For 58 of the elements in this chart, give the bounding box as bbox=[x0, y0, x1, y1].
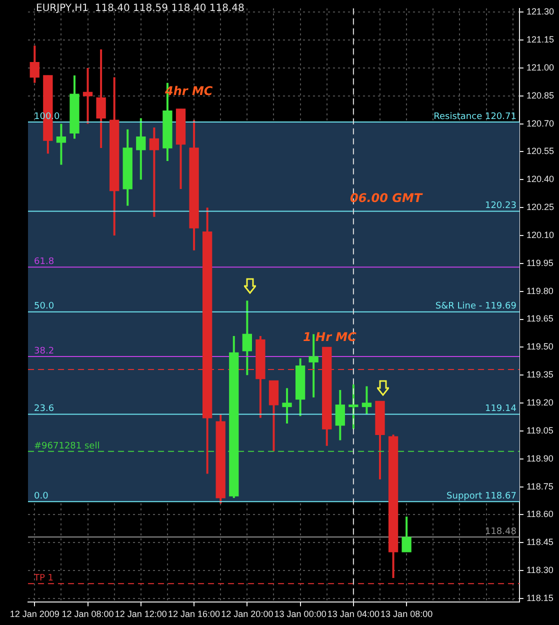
y-tick-label: 118.90 bbox=[526, 453, 554, 464]
annotation: 0.0 bbox=[34, 492, 49, 502]
y-tick-label: 118.15 bbox=[526, 592, 554, 603]
candlestick bbox=[242, 300, 252, 376]
candlestick bbox=[96, 48, 106, 150]
x-tick-label: 13 Jan 00:00 bbox=[274, 609, 326, 620]
y-tick-label: 119.35 bbox=[526, 370, 554, 380]
annotation: 06.00 GMT bbox=[350, 191, 423, 206]
candlestick bbox=[282, 387, 292, 424]
annotation: TP 1 bbox=[33, 573, 54, 584]
annotation: 23.6 bbox=[34, 404, 54, 414]
ref-line-label: Resistance 120.71 bbox=[434, 112, 516, 122]
candlestick bbox=[335, 388, 345, 442]
candlestick bbox=[82, 66, 93, 125]
y-tick-label: 118.30 bbox=[526, 565, 554, 576]
chart-title: EURJPY,H1 118.40 118.59 118.40 118.48 bbox=[36, 3, 244, 14]
x-tick-label: 12 Jan 12:00 bbox=[114, 609, 167, 620]
y-tick-label: 119.05 bbox=[526, 425, 554, 436]
annotation: #9671281 sell bbox=[34, 441, 100, 452]
y-tick-label: 120.10 bbox=[526, 230, 554, 240]
y-tick-label: 118.45 bbox=[526, 537, 554, 548]
y-tick-label: 120.25 bbox=[526, 202, 554, 212]
y-tick-label: 119.65 bbox=[526, 314, 554, 324]
annotation: 61.8 bbox=[34, 256, 54, 267]
annotation: 1 Hr MC bbox=[303, 330, 357, 344]
y-tick-label: 120.70 bbox=[526, 118, 554, 128]
x-tick-label: 12 Jan 08:00 bbox=[62, 609, 114, 620]
annotation: 50.0 bbox=[34, 302, 54, 312]
candlestick bbox=[348, 383, 358, 430]
y-tick-label: 118.75 bbox=[526, 481, 554, 492]
ref-line-label: S&R Line - 119.69 bbox=[435, 302, 517, 312]
y-tick-label: 119.80 bbox=[526, 286, 554, 296]
x-tick-label: 13 Jan 08:00 bbox=[380, 609, 433, 620]
y-tick-label: 121.30 bbox=[526, 6, 554, 17]
y-tick-label: 118.60 bbox=[526, 509, 554, 520]
candlestick bbox=[136, 117, 146, 181]
ref-line-label: 118.48 bbox=[484, 526, 517, 537]
y-tick-label: 119.95 bbox=[526, 258, 554, 268]
candlestick bbox=[149, 126, 160, 218]
y-tick-label: 121.15 bbox=[526, 34, 554, 45]
y-tick-label: 121.00 bbox=[526, 62, 554, 72]
y-tick-label: 120.85 bbox=[526, 90, 554, 100]
candlestick bbox=[402, 516, 412, 553]
ref-line-label: 120.23 bbox=[484, 201, 516, 212]
ref-line-label: Support 118.67 bbox=[446, 492, 516, 502]
y-tick-label: 120.55 bbox=[526, 146, 554, 156]
x-tick-label: 13 Jan 04:00 bbox=[327, 609, 380, 620]
x-tick-label: 12 Jan 20:00 bbox=[221, 609, 274, 620]
x-tick-label: 12 Jan 2009 bbox=[10, 609, 60, 620]
annotation: 38.2 bbox=[34, 346, 54, 356]
ref-line-label: 119.14 bbox=[484, 404, 517, 414]
candlestick bbox=[56, 122, 66, 166]
y-tick-label: 120.40 bbox=[526, 174, 554, 184]
y-tick-label: 119.20 bbox=[526, 398, 554, 408]
y-tick-label: 119.50 bbox=[526, 342, 554, 352]
candlestick bbox=[30, 44, 40, 84]
candlestick bbox=[362, 385, 372, 416]
x-tick-label: 12 Jan 16:00 bbox=[168, 609, 220, 620]
